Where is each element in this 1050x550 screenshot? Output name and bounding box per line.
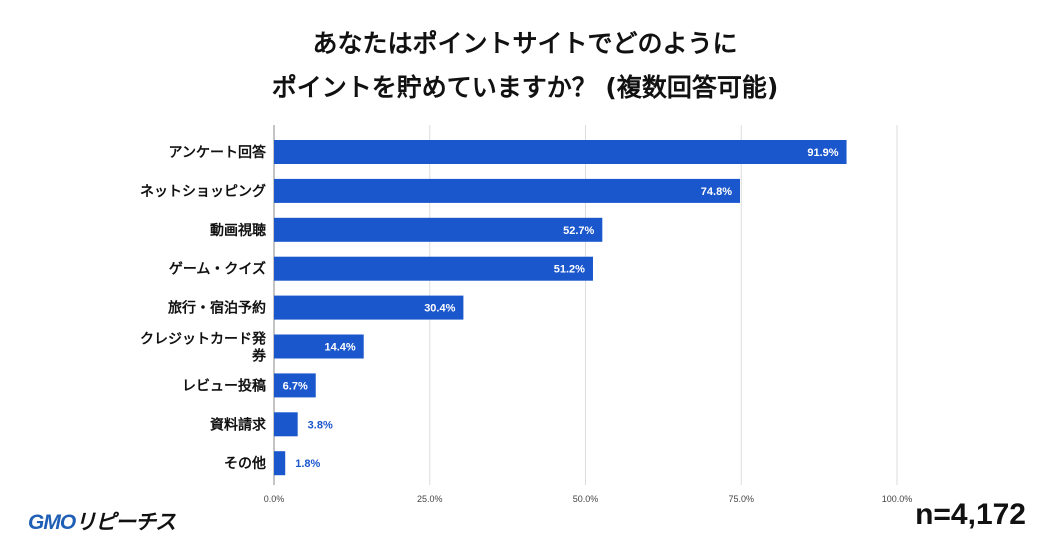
sample-size: n=4,172 (915, 498, 1026, 531)
category-label: 動画視聴 (210, 222, 266, 239)
data-label: 52.7% (563, 225, 594, 237)
data-label: 91.9% (807, 147, 838, 159)
category-label: ゲーム・クイズ (169, 261, 266, 278)
data-label: 6.7% (283, 380, 308, 392)
bar (274, 451, 286, 476)
data-label: 1.8% (295, 458, 320, 470)
category-label: 旅行・宿泊予約 (168, 300, 266, 317)
chart-title: あなたはポイントサイトでどのように ポイントを貯めていますか？ (複数回答可能) (0, 22, 1050, 110)
bar (274, 217, 603, 242)
data-label: 3.8% (308, 419, 333, 431)
bar (274, 256, 593, 281)
bar (274, 140, 847, 164)
logo-main: GMO (28, 511, 76, 534)
x-tick-label: 25.0% (417, 494, 443, 504)
data-label: 30.4% (424, 303, 455, 315)
category-label: クレジットカード発 (140, 331, 267, 348)
x-tick-label: 75.0% (728, 494, 754, 504)
x-tick-label: 100.0% (882, 494, 913, 504)
data-label: 14.4% (325, 342, 356, 354)
logo-sub: リピーチス (75, 511, 176, 534)
x-tick-label: 50.0% (573, 494, 599, 504)
data-label: 74.8% (701, 186, 732, 198)
bar (274, 334, 364, 359)
category-label: アンケート回答 (169, 144, 267, 161)
category-label: その他 (224, 455, 266, 472)
bar (274, 295, 464, 320)
category-label: 券 (252, 348, 267, 365)
x-tick-label: 0.0% (264, 494, 285, 504)
category-label: 資料請求 (210, 416, 267, 433)
bar (274, 373, 316, 398)
bar (274, 412, 298, 437)
data-label: 51.2% (554, 264, 585, 276)
category-label: レビュー投稿 (182, 377, 266, 394)
title-line-1: あなたはポイントサイトでどのように (312, 29, 738, 58)
category-label: ネットショッピング (140, 183, 266, 200)
title-line-2: ポイントを貯めていますか？ (複数回答可能) (271, 73, 779, 102)
gmo-logo: GMOリピーチス (28, 506, 176, 536)
bar (274, 178, 741, 203)
